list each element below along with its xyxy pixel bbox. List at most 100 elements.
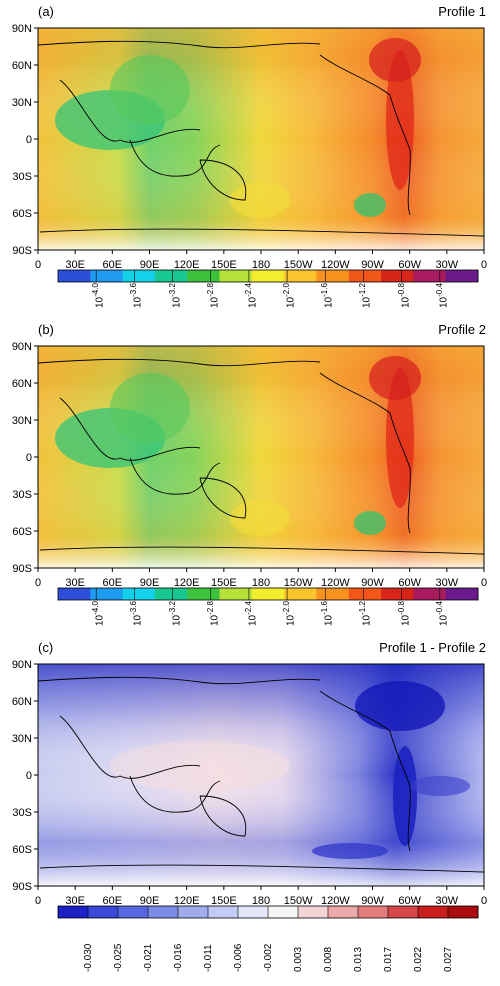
colorbar-swatch — [348, 588, 382, 600]
panel-a: (a) Profile 1 — [0, 0, 500, 318]
lat-tick-label: 60S — [12, 208, 32, 220]
colorbar-swatch — [122, 270, 156, 282]
colorbar-label: 10-3.6 — [129, 283, 144, 308]
coastline — [39, 546, 485, 555]
colorbar-swatch — [219, 588, 253, 600]
colorbar-label: -0.021 — [143, 943, 154, 972]
lon-tick-label: 30E — [65, 259, 85, 271]
field-feature — [410, 776, 470, 796]
lon-tick-label: 60E — [103, 895, 123, 907]
coastline — [37, 40, 321, 49]
colorbar-label: 0.027 — [443, 946, 454, 972]
coastline — [129, 775, 221, 813]
colorbar-swatch — [118, 906, 149, 918]
lat-tick-label: 60N — [12, 696, 32, 708]
colorbar-label: 10-3.2 — [167, 283, 182, 308]
lon-tick-label: 60W — [398, 259, 421, 271]
lon-tick-label: 120E — [174, 259, 200, 271]
lon-tick-label: 120E — [174, 577, 200, 589]
colorbar-swatch — [445, 270, 479, 282]
field-feature — [354, 193, 386, 217]
lon-tick-label: 120E — [174, 895, 200, 907]
field-feature — [386, 50, 414, 190]
colorbar-label: 0.013 — [353, 946, 364, 972]
lon-tick-label: 0 — [35, 895, 41, 907]
colorbar-label: 10-1.6 — [320, 601, 335, 626]
coastline — [319, 54, 411, 216]
lat-tick-label: 0 — [26, 770, 32, 782]
colorbar-label: -0.006 — [233, 943, 244, 972]
field-feature — [110, 373, 190, 443]
lon-tick-label: 0 — [35, 259, 41, 271]
lon-tick-label: 60W — [398, 895, 421, 907]
coastline — [319, 372, 411, 534]
lon-tick-label: 30W — [436, 895, 459, 907]
colorbar-swatch — [154, 588, 188, 600]
colorbar-swatch — [58, 270, 91, 282]
colorbar-swatch — [238, 906, 269, 918]
lat-tick-label: 30S — [12, 171, 32, 183]
field-feature — [355, 681, 445, 731]
colorbar-swatch — [208, 906, 239, 918]
lat-tick-label: 0 — [26, 134, 32, 146]
field-feature — [354, 511, 386, 535]
lon-tick-label: 150W — [284, 259, 313, 271]
colorbar-label: 10-2.4 — [243, 601, 259, 626]
lon-tick-label: 90E — [140, 577, 160, 589]
lon-tick-label: 180 — [252, 259, 270, 271]
colorbar-label: 10-1.6 — [320, 283, 335, 308]
field-feature — [386, 368, 414, 508]
colorbar-swatch — [316, 588, 350, 600]
lon-tick-label: 90E — [140, 895, 160, 907]
lat-tick-label: 90N — [12, 341, 32, 353]
coastline — [59, 79, 201, 143]
coastline — [199, 795, 247, 837]
lon-tick-label: 120W — [321, 259, 350, 271]
colorbar-label: 0.017 — [383, 946, 394, 972]
colorbar-frame — [57, 587, 479, 601]
colorbar-frame — [57, 269, 479, 283]
coastline — [129, 457, 221, 495]
lon-tick-label: 30W — [436, 259, 459, 271]
colorbar-label: -0.011 — [203, 944, 214, 972]
panel-b: (b) Profile 2 — [0, 318, 500, 636]
colorbar-swatch — [381, 588, 414, 600]
lat-tick-label: 60N — [12, 60, 32, 72]
lat-tick-label: 60S — [12, 844, 32, 856]
colorbar-label: 10-2.4 — [243, 283, 259, 308]
lat-tick-label: 90S — [12, 563, 32, 575]
colorbar-swatch — [187, 270, 221, 282]
lat-tick-label: 30N — [12, 733, 32, 745]
lon-tick-label: 150E — [211, 259, 237, 271]
colorbar-label: 10-1.2 — [358, 601, 373, 626]
lat-tick-label: 60N — [12, 378, 32, 390]
colorbar-swatch — [122, 588, 156, 600]
lon-tick-label: 30E — [65, 577, 85, 589]
colorbar-swatch — [148, 906, 179, 918]
lon-tick-label: 150W — [284, 577, 313, 589]
colorbar-swatch — [58, 588, 91, 600]
colorbar-swatch — [90, 270, 124, 282]
lat-tick-label: 90N — [12, 659, 32, 671]
colorbar-swatch — [448, 906, 479, 918]
colorbar-label: -0.002 — [263, 943, 274, 972]
colorbar-label: 0.022 — [413, 946, 424, 972]
lon-tick-label: 90W — [361, 259, 384, 271]
coastline — [319, 690, 411, 852]
lon-tick-label: 150E — [211, 577, 237, 589]
coastline — [199, 477, 247, 519]
panel-c: (c) Profile 1 - Profile 2 — [0, 636, 500, 986]
lon-tick-label: 180 — [252, 895, 270, 907]
lat-tick-label: 30N — [12, 97, 32, 109]
field-feature — [230, 182, 290, 218]
coastline — [129, 139, 221, 177]
lon-tick-label: 150W — [284, 895, 313, 907]
coastline — [37, 676, 321, 685]
colorbar-swatch — [413, 588, 447, 600]
colorbar-label: -0.016 — [173, 943, 184, 972]
colorbar-label: 10-3.2 — [167, 601, 182, 626]
colorbar-swatch — [316, 270, 350, 282]
panel-label: (b) — [38, 322, 54, 337]
coastline — [59, 715, 201, 779]
